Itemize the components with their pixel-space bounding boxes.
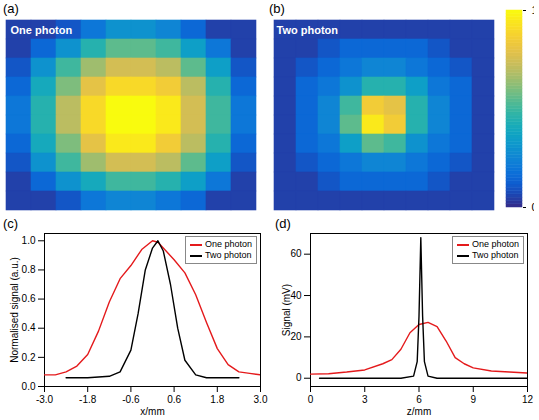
svg-text:-3.0: -3.0 — [36, 394, 54, 405]
svg-text:60: 60 — [290, 248, 302, 259]
html-text:(c): (c) — [3, 216, 19, 231]
svg-text:1.0: 1.0 — [22, 235, 36, 246]
svg-text:12: 12 — [522, 394, 534, 405]
svg-text:20: 20 — [290, 331, 302, 342]
svg-text:1: 1 — [532, 4, 535, 16]
svg-text:Two photon: Two photon — [277, 24, 339, 36]
svg-text:9: 9 — [470, 394, 476, 405]
svg-text:0: 0 — [296, 372, 302, 383]
html-text:(b): (b) — [269, 1, 285, 16]
svg-text:0.4: 0.4 — [22, 322, 36, 333]
html-text:(d): (d) — [275, 216, 291, 231]
svg-text:0: 0 — [532, 201, 535, 213]
svg-text:6: 6 — [416, 394, 422, 405]
svg-text:0.2: 0.2 — [22, 352, 36, 363]
html-text:Two photon: Two photon — [472, 250, 519, 260]
html-text:One photon: One photon — [205, 239, 252, 249]
svg-text:Signal (mV): Signal (mV) — [281, 284, 292, 336]
svg-text:0.6: 0.6 — [167, 394, 181, 405]
svg-text:3.0: 3.0 — [254, 394, 268, 405]
svg-text:x/mm: x/mm — [140, 406, 164, 417]
svg-text:0.0: 0.0 — [22, 381, 36, 392]
html-text:Two photon: Two photon — [205, 250, 252, 260]
svg-text:-1.8: -1.8 — [79, 394, 97, 405]
svg-text:-0.6: -0.6 — [122, 394, 140, 405]
svg-text:0: 0 — [308, 394, 314, 405]
svg-text:40: 40 — [290, 290, 302, 301]
svg-text:One photon: One photon — [11, 24, 73, 36]
html-text:(a): (a) — [3, 1, 19, 16]
svg-text:1.8: 1.8 — [210, 394, 224, 405]
svg-text:Normalised signal (a.u.): Normalised signal (a.u.) — [9, 257, 20, 363]
html-text:One photon: One photon — [472, 239, 519, 249]
svg-text:0.6: 0.6 — [22, 293, 36, 304]
svg-text:3: 3 — [362, 394, 368, 405]
svg-text:z/mm: z/mm — [407, 406, 431, 417]
svg-text:0.8: 0.8 — [22, 264, 36, 275]
